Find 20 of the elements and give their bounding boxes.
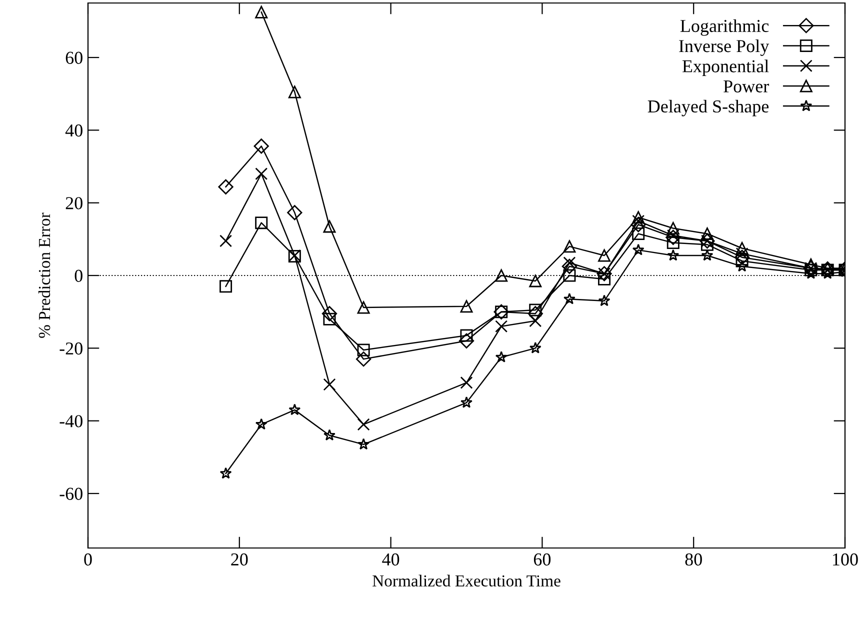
x-tick-label: 60 [534,553,551,566]
y-tick-label: -40 [60,415,82,428]
y-tick-label: -20 [60,342,82,355]
y-axis-title: % Prediction Error [38,212,50,338]
legend-label: Inverse Poly [679,40,770,56]
y-tick-label: -60 [60,488,82,500]
y-tick-label: 20 [66,197,82,210]
y-tick-label: 60 [66,52,82,64]
legend-label: Exponential [682,60,769,76]
x-tick-label: 0 [84,553,92,566]
y-tick-label: 0 [74,270,82,282]
y-tick-label: 40 [65,124,82,137]
x-axis-title: Normalized Execution Time [372,574,560,587]
x-tick-label: 40 [382,553,400,566]
x-tick-label: 100 [833,553,858,566]
legend-label: Delayed S-shape [648,100,769,116]
legend-label: Logarithmic [680,19,769,36]
x-tick-label: 80 [685,553,702,566]
x-tick-label: 20 [231,553,248,566]
legend-label: Power [724,80,770,92]
